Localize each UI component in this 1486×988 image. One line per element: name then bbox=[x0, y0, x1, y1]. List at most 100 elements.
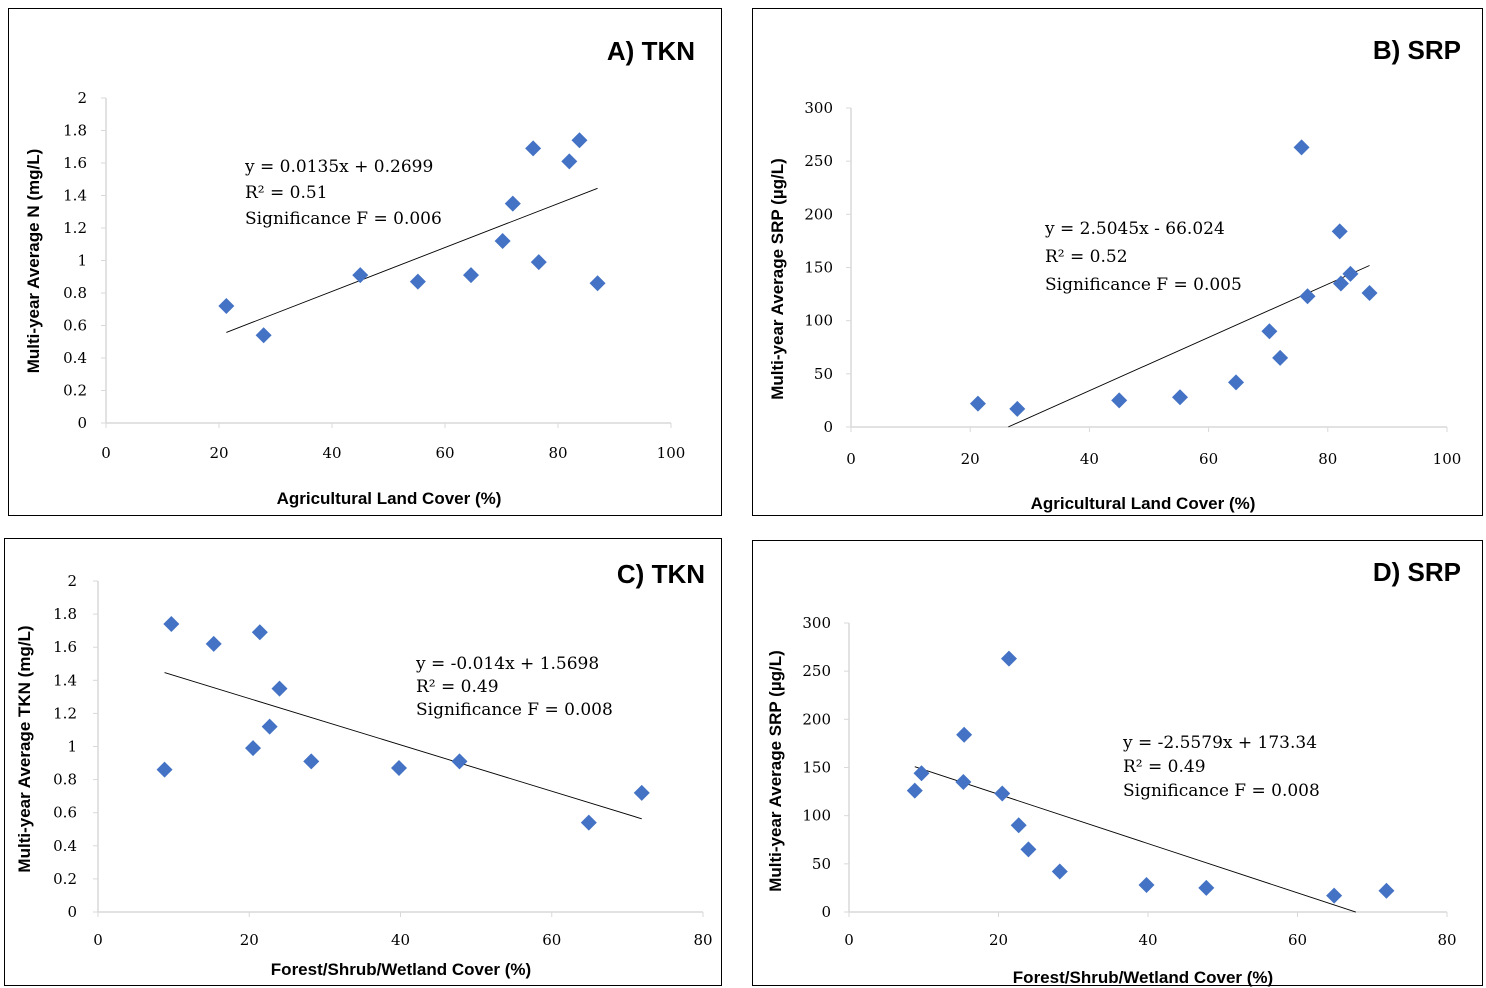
chart-title: C) TKN bbox=[617, 559, 705, 589]
y-tick-label: 2 bbox=[77, 89, 87, 107]
y-tick-label: 0 bbox=[821, 903, 831, 921]
chart-a-svg: 0 20 40 60 80 100 0 0.2 0.4 0.6 0.8 1 1.2 1.4 1.6 1.8 2 A… bbox=[24, 36, 695, 508]
data-point bbox=[1171, 389, 1188, 406]
trendline bbox=[164, 672, 642, 820]
x-axis-label: Agricultural Land Cover (%) bbox=[277, 489, 502, 508]
x-tick-label: 20 bbox=[240, 931, 259, 949]
data-point bbox=[956, 726, 973, 743]
y-tick-label: 250 bbox=[802, 662, 831, 680]
data-point bbox=[1332, 275, 1349, 292]
y-tick-label: 0.8 bbox=[53, 771, 77, 789]
data-point bbox=[1342, 265, 1359, 282]
x-axis-label: Forest/Shrub/Wetland Cover (%) bbox=[271, 960, 531, 979]
y-tick-label: 1.4 bbox=[53, 671, 77, 689]
regression-annotation-line: y = 0.0135x + 0.2699 bbox=[244, 157, 433, 177]
data-point bbox=[1111, 392, 1128, 409]
x-tick-label: 80 bbox=[548, 444, 567, 462]
y-tick-label: 1 bbox=[67, 738, 77, 756]
regression-annotation-line: Significance F = 0.005 bbox=[1045, 275, 1242, 295]
regression-annotation-line: Significance F = 0.008 bbox=[416, 700, 613, 720]
data-point bbox=[561, 153, 578, 170]
y-tick-label: 250 bbox=[804, 152, 833, 170]
data-point bbox=[251, 624, 268, 641]
chart-panel-d: 0 20 40 60 80 0 50 100 150 200 250 300 D) SRP Forest/… bbox=[752, 540, 1483, 987]
data-point bbox=[205, 635, 222, 652]
x-tick-label: 40 bbox=[1080, 450, 1099, 468]
x-tick-label: 80 bbox=[1318, 450, 1337, 468]
data-point bbox=[1020, 841, 1037, 858]
x-tick-label: 100 bbox=[657, 444, 686, 462]
y-tick-label: 0.4 bbox=[53, 837, 77, 855]
x-tick-label: 20 bbox=[989, 931, 1008, 949]
data-point bbox=[245, 740, 262, 757]
y-axis-label: Multi-year Average TKN (mg/L) bbox=[15, 625, 34, 872]
chart-c-svg: 0 20 40 60 80 0 0.2 0.4 0.6 0.8 1 1.2 1.4 1.6 1.8 2 C) T… bbox=[15, 559, 713, 979]
trendline bbox=[914, 766, 1356, 913]
data-point bbox=[994, 785, 1011, 802]
y-tick-label: 300 bbox=[804, 99, 833, 117]
y-tick-label: 0 bbox=[67, 903, 77, 921]
data-point bbox=[1009, 400, 1026, 417]
y-tick-label: 0.2 bbox=[53, 870, 77, 888]
chart-b-svg: 0 20 40 60 80 100 0 50 100 150 200 250 300 B) SRP Agri… bbox=[768, 35, 1462, 513]
x-tick-label: 60 bbox=[542, 931, 561, 949]
data-point bbox=[409, 273, 426, 290]
chart-title: B) SRP bbox=[1373, 35, 1461, 65]
y-tick-label: 0.8 bbox=[63, 284, 87, 302]
trendline bbox=[226, 187, 598, 333]
data-point bbox=[1051, 863, 1068, 880]
y-tick-label: 0.6 bbox=[63, 317, 87, 335]
y-tick-label: 1.6 bbox=[63, 154, 87, 172]
data-point bbox=[390, 760, 407, 777]
data-point bbox=[1138, 877, 1155, 894]
y-tick-label: 0.4 bbox=[63, 349, 87, 367]
y-tick-label: 2 bbox=[67, 572, 77, 590]
chart-d-svg: 0 20 40 60 80 0 50 100 150 200 250 300 D) SRP Forest/… bbox=[766, 557, 1461, 987]
x-tick-label: 60 bbox=[1288, 931, 1307, 949]
y-tick-label: 50 bbox=[814, 365, 833, 383]
data-point bbox=[218, 298, 235, 314]
x-tick-label: 0 bbox=[844, 931, 854, 949]
data-point bbox=[303, 753, 320, 770]
regression-annotation-line: y = -0.014x + 1.5698 bbox=[415, 654, 599, 674]
chart-panel-a: 0 20 40 60 80 100 0 0.2 0.4 0.6 0.8 1 1.2 1.4 1.6 1.8 2 A… bbox=[8, 8, 722, 516]
data-point bbox=[163, 616, 180, 633]
data-point bbox=[633, 784, 650, 801]
y-tick-label: 150 bbox=[802, 759, 831, 777]
x-tick-label: 60 bbox=[435, 444, 454, 462]
x-tick-label: 100 bbox=[1433, 450, 1462, 468]
data-point bbox=[1272, 349, 1289, 366]
data-point bbox=[589, 275, 606, 292]
data-point bbox=[1378, 882, 1395, 899]
data-point bbox=[451, 753, 468, 770]
x-tick-label: 60 bbox=[1199, 450, 1218, 468]
data-point bbox=[1293, 139, 1310, 156]
data-point bbox=[913, 765, 930, 782]
regression-annotation-line: R² = 0.49 bbox=[416, 677, 499, 697]
x-tick-label: 40 bbox=[391, 931, 410, 949]
y-tick-label: 1 bbox=[77, 252, 87, 270]
y-tick-label: 0.2 bbox=[63, 382, 87, 400]
data-point bbox=[571, 132, 588, 149]
y-tick-label: 1.2 bbox=[63, 219, 87, 237]
regression-annotation-line: R² = 0.49 bbox=[1123, 757, 1206, 777]
data-point bbox=[1198, 879, 1215, 896]
regression-annotation-line: R² = 0.51 bbox=[245, 183, 328, 203]
data-point bbox=[1326, 887, 1343, 904]
y-tick-label: 200 bbox=[802, 710, 831, 728]
x-tick-label: 80 bbox=[693, 931, 712, 949]
regression-annotation-line: R² = 0.52 bbox=[1045, 247, 1128, 267]
data-point bbox=[352, 267, 369, 284]
y-tick-label: 50 bbox=[812, 855, 831, 873]
data-point bbox=[1361, 285, 1378, 302]
regression-annotation-line: y = 2.5045x - 66.024 bbox=[1044, 219, 1225, 239]
data-point bbox=[955, 773, 972, 790]
data-point bbox=[462, 267, 479, 284]
y-tick-label: 1.2 bbox=[53, 704, 77, 722]
y-axis-label: Multi-year Average SRP (µg/L) bbox=[768, 158, 787, 400]
data-point bbox=[255, 327, 272, 344]
y-tick-label: 150 bbox=[804, 259, 833, 277]
y-tick-label: 1.8 bbox=[63, 122, 87, 140]
data-point bbox=[1299, 288, 1316, 305]
x-tick-label: 0 bbox=[93, 931, 103, 949]
